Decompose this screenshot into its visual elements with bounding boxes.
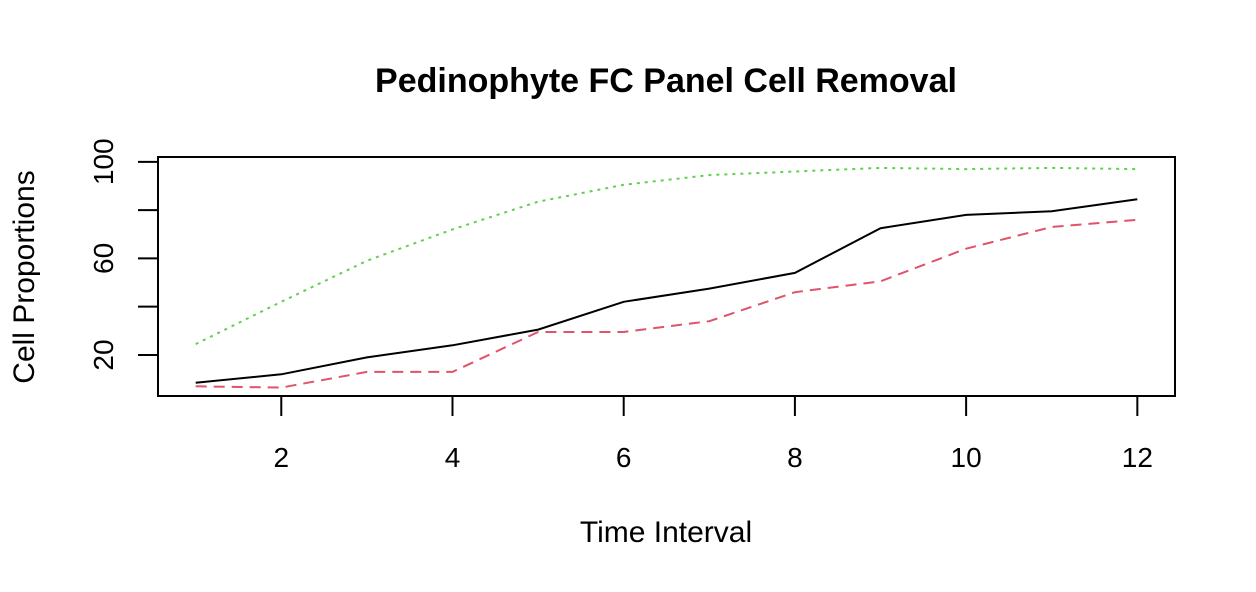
x-axis: 2 4 6 8 10 12 <box>273 395 1153 473</box>
x-tick-label: 8 <box>787 442 803 473</box>
y-tick-label: 60 <box>88 243 119 274</box>
y-tick-label: 100 <box>88 138 119 185</box>
y-tick-label: 20 <box>88 339 119 370</box>
y-axis: 20 60 100 <box>88 138 159 371</box>
series-layer <box>195 166 1138 389</box>
x-tick-label: 10 <box>951 442 982 473</box>
x-tick-label: 6 <box>616 442 632 473</box>
x-tick-label: 2 <box>273 442 289 473</box>
plot-frame <box>157 156 1176 397</box>
y-axis-label: Cell Proportions <box>8 170 41 383</box>
series-line-1 <box>195 198 1138 384</box>
chart-title: Pedinophyte FC Panel Cell Removal <box>375 62 957 100</box>
x-tick-label: 4 <box>445 442 461 473</box>
series-line-3 <box>195 166 1138 345</box>
x-tick-label: 12 <box>1122 442 1153 473</box>
x-axis-label: Time Interval <box>580 516 752 549</box>
